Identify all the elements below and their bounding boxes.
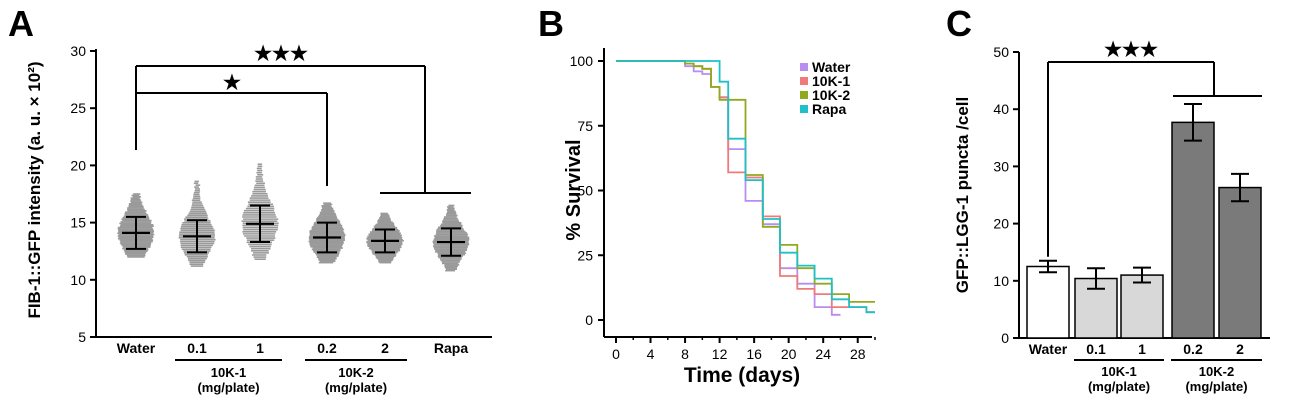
y-tick-label: 10: [993, 273, 1009, 289]
bar-0-2: [1171, 121, 1215, 339]
y-tick-label: 100: [570, 53, 594, 69]
y-tick-label: 30: [70, 43, 86, 59]
legend-label-10k-2: 10K-2: [812, 87, 850, 103]
x-tick-label-water: Water: [1029, 341, 1068, 357]
x-tick-label-1: 1: [256, 340, 264, 356]
scatter-group-0-2: [308, 202, 346, 264]
survival-line-10k-2: [616, 60, 875, 303]
x-tick-label-1: 1: [1138, 341, 1146, 357]
x-tick-label-0-2: 0.2: [317, 340, 337, 356]
panel-c: C GFP::LGG-1 puncta /cell 0 10 20 30 40 50Wat…: [946, 3, 1270, 394]
sig-label: ★★★: [1104, 39, 1158, 61]
panel-c-letter: C: [946, 3, 972, 44]
group-sublabel-10k-2: (mg/plate): [1185, 379, 1247, 394]
scatter-group-rapa: [432, 204, 470, 272]
panel-b-xlabel: Time (days): [684, 364, 800, 387]
scatter-group-0-1: [178, 180, 216, 267]
sig-label: ★★★: [254, 43, 308, 65]
panel-b: B % Survival Time (days) 0 25 50 75 100 0 4 8 12…: [538, 3, 876, 387]
y-tick-label: 10: [70, 272, 86, 288]
bar-1: [1120, 274, 1164, 339]
y-tick-label: 40: [993, 101, 1009, 117]
legend-label-water: Water: [812, 59, 851, 75]
group-sublabel-10k-2: (mg/plate): [325, 380, 387, 395]
group-label-10k-2: 10K-2: [1199, 364, 1234, 379]
x-tick-label-0-1: 0.1: [187, 340, 207, 356]
y-tick-label: 20: [70, 157, 86, 173]
scatter-group-1: [241, 163, 279, 261]
y-tick-label: 50: [993, 44, 1009, 60]
x-tick-label-water: Water: [117, 340, 156, 356]
bar-water: [1026, 265, 1070, 339]
scatter-group-2: [366, 212, 404, 264]
x-tick-label: 16: [746, 346, 762, 362]
x-tick-label: 4: [647, 346, 655, 362]
legend-swatch-water: [800, 63, 808, 71]
panel-c-marks: ★★★: [1026, 39, 1262, 339]
sig-label: ★: [223, 72, 241, 94]
group-label-10k-1: 10K-1: [211, 365, 246, 380]
y-tick-label: 25: [577, 247, 593, 263]
x-tick-label: 8: [681, 346, 689, 362]
x-tick-label: 20: [781, 346, 797, 362]
x-tick-label: 0: [612, 346, 620, 362]
x-tick-label: 12: [712, 346, 728, 362]
y-tick-label: 50: [577, 183, 593, 199]
legend-swatch-10k-2: [800, 91, 808, 99]
group-label-10k-2: 10K-2: [338, 365, 373, 380]
y-tick-label: 30: [993, 158, 1009, 174]
panel-b-marks: [616, 60, 875, 316]
y-tick-label: 0: [1001, 330, 1009, 346]
legend-label-10k-1: 10K-1: [812, 73, 850, 89]
x-tick-label-rapa: Rapa: [434, 340, 468, 356]
x-tick-label-2: 2: [381, 340, 389, 356]
panel-b-letter: B: [538, 3, 564, 44]
panel-a-ylabel: FIB-1::GFP intensity (a. u. × 10²): [25, 61, 44, 318]
panel-b-axes: 0 25 50 75 100 0 4 8 12 16 20 24 28: [570, 48, 876, 362]
y-tick-label: 25: [70, 100, 86, 116]
x-tick-label: 24: [815, 346, 831, 362]
panel-a: A FIB-1::GFP intensity (a. u. × 10²) 510…: [8, 3, 492, 395]
x-tick-label-2: 2: [1236, 341, 1244, 357]
survival-line-rapa: [616, 60, 875, 314]
scatter-group-water: [117, 193, 155, 258]
y-tick-label: 0: [585, 312, 593, 328]
group-sublabel-10k-1: (mg/plate): [197, 380, 259, 395]
panel-b-ylabel: % Survival: [563, 139, 585, 240]
panel-c-ylabel: GFP::LGG-1 puncta /cell: [953, 97, 972, 293]
x-tick-label-0-1: 0.1: [1086, 341, 1106, 357]
x-tick-label-0-2: 0.2: [1183, 341, 1203, 357]
panel-a-letter: A: [8, 3, 34, 44]
group-label-10k-1: 10K-1: [1101, 364, 1136, 379]
y-tick-label: 75: [577, 118, 593, 134]
bar-0-1: [1074, 277, 1118, 339]
y-tick-label: 5: [78, 329, 86, 345]
legend-swatch-10k-1: [800, 77, 808, 85]
legend-swatch-rapa: [800, 105, 808, 113]
legend-label-rapa: Rapa: [812, 101, 846, 117]
panel-a-marks: ★★★★: [117, 43, 471, 272]
survival-line-water: [616, 60, 841, 316]
y-tick-label: 15: [70, 215, 86, 231]
y-tick-label: 20: [993, 216, 1009, 232]
group-sublabel-10k-1: (mg/plate): [1088, 379, 1150, 394]
x-tick-label: 28: [850, 346, 866, 362]
bar-2: [1218, 186, 1262, 339]
